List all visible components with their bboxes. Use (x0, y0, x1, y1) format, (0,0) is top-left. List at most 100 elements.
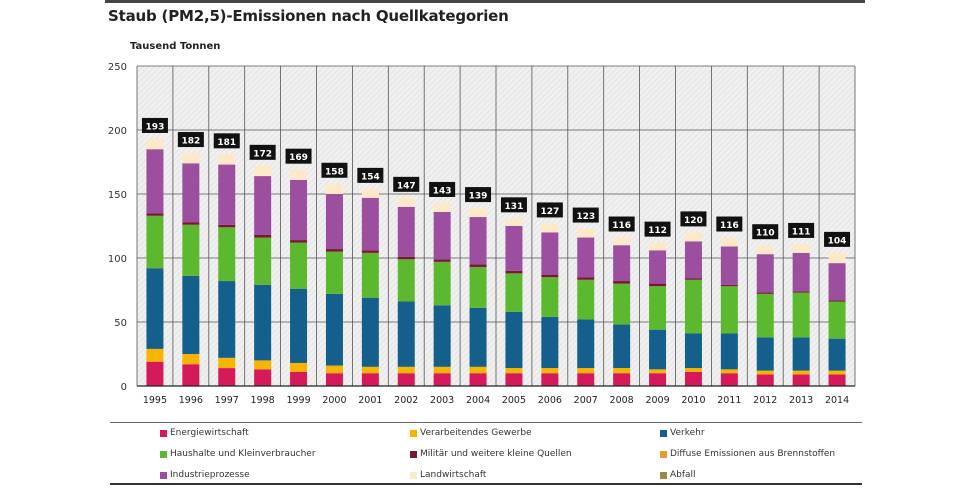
total-label: 116 (720, 221, 739, 231)
bar-segment (433, 211, 451, 260)
bar-stack (361, 188, 379, 386)
legend-item: Energiewirtschaft (160, 428, 249, 438)
total-label: 172 (253, 149, 272, 159)
bar-segment (613, 373, 631, 386)
total-label-box (249, 144, 276, 160)
bar-stack (146, 138, 164, 386)
bar-segment (505, 218, 523, 226)
bar-segment (182, 224, 200, 276)
y-axis-label: Tausend Tonnen (130, 41, 221, 52)
bar-segment (325, 249, 343, 252)
bar-segment (541, 316, 559, 369)
total-label: 112 (648, 226, 667, 236)
bar-segment (182, 364, 200, 386)
bar-segment (254, 284, 272, 361)
bar-segment (325, 194, 343, 250)
bar-segment (577, 368, 595, 374)
total-label-box (788, 222, 815, 238)
x-tick-label: 2010 (681, 395, 705, 406)
bar-segment (828, 301, 846, 339)
x-tick-label: 2008 (610, 395, 634, 406)
bar-stack (218, 154, 236, 386)
y-tick-label: 200 (108, 126, 127, 137)
bar-stack (649, 242, 667, 386)
bar-stack (397, 197, 415, 386)
legend-swatch (660, 450, 667, 458)
bar-stack (828, 252, 846, 386)
x-tick-label: 2003 (430, 395, 454, 406)
total-label: 154 (361, 172, 380, 182)
bar-stack (684, 232, 702, 386)
legend-item: Landwirtschaft (410, 470, 486, 480)
bar-segment (756, 245, 774, 255)
bar-segment (756, 292, 774, 294)
x-tick-label: 2001 (358, 395, 382, 406)
bar-segment (756, 370, 774, 375)
bar-segment (505, 373, 523, 386)
bar-segment (613, 324, 631, 369)
bar-segment (433, 202, 451, 212)
bar-segment (649, 250, 667, 284)
total-label-box (357, 167, 384, 183)
total-label-box (644, 221, 671, 237)
bar-segment (325, 251, 343, 294)
total-label: 147 (397, 181, 416, 191)
bar-segment (684, 241, 702, 279)
total-label: 127 (540, 207, 559, 217)
bar-segment (146, 268, 164, 349)
total-label-box (393, 176, 420, 192)
bar-segment (397, 373, 415, 386)
x-tick-label: 1996 (179, 395, 203, 406)
bar-segment (361, 297, 379, 367)
bar-segment (146, 348, 164, 362)
bar-segment (469, 307, 487, 367)
bar-segment (720, 286, 738, 334)
bar-segment (397, 301, 415, 367)
x-tick-label: 2011 (717, 395, 741, 406)
bar-segment (828, 370, 846, 375)
x-tick-label: 2009 (645, 395, 669, 406)
bar-segment (649, 373, 667, 386)
legend-label: Diffuse Emissionen aus Brennstoffen (670, 449, 836, 459)
x-tick-label: 2000 (322, 395, 346, 406)
bar-stack (182, 153, 200, 386)
bar-segment (397, 256, 415, 260)
bar-segment (613, 368, 631, 374)
bar-segment (325, 183, 343, 194)
bar-segment (505, 226, 523, 271)
legend-swatch (410, 429, 417, 437)
bar-segment (182, 163, 200, 223)
bar-segment (720, 246, 738, 285)
bar-segment (828, 374, 846, 386)
total-label-box (824, 231, 851, 247)
bar-segment (577, 279, 595, 320)
legend-swatch (160, 450, 167, 458)
bar-segment (361, 373, 379, 386)
bar-segment (146, 361, 164, 386)
bar-segment (218, 154, 236, 165)
bar-segment (720, 369, 738, 374)
bar-segment (792, 374, 810, 386)
bar-segment (182, 275, 200, 354)
bar-segment (325, 373, 343, 386)
bar-segment (433, 366, 451, 374)
x-tick-label: 2007 (574, 395, 598, 406)
bar-segment (146, 149, 164, 214)
bar-segment (684, 279, 702, 334)
legend-item: Abfall (660, 470, 696, 480)
x-tick-label: 1995 (143, 395, 167, 406)
bar-segment (361, 188, 379, 198)
total-label-box (177, 132, 204, 148)
bar-segment (649, 286, 667, 330)
legend-label: Industrieprozesse (170, 470, 250, 480)
legend-label: Verarbeitendes Gewerbe (420, 428, 532, 438)
bar-segment (146, 213, 164, 216)
bar-stack (433, 202, 451, 386)
total-label: 110 (756, 229, 775, 239)
chart-plot: 193 182 181 172 169 158 154 147 143 139 131 127 123 1… (108, 62, 856, 406)
bar-segment (613, 283, 631, 325)
total-label-box (500, 197, 527, 213)
bar-segment (613, 281, 631, 284)
top-rule (105, 0, 865, 3)
x-tick-label: 1999 (286, 395, 310, 406)
